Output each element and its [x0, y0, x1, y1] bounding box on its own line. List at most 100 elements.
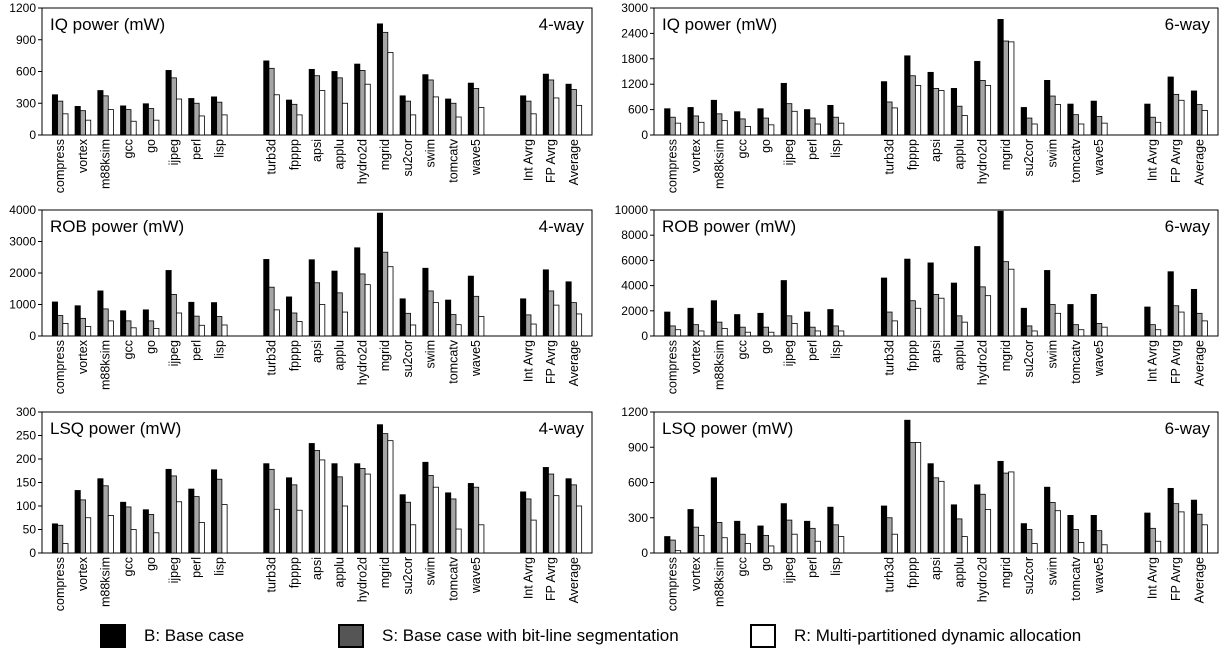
bar-b-ijpeg — [780, 280, 787, 337]
bar-r-m88ksim — [721, 328, 728, 337]
bar-b-swim — [422, 461, 429, 554]
x-tick-label: ijpeg — [167, 340, 181, 366]
bar-b-apsi — [308, 259, 315, 337]
y-tick-label: 600 — [16, 65, 36, 79]
y-tick-label: 300 — [16, 405, 36, 419]
chart-panel: 0 600 1200 1800 2400 3000 IQ power (mW) 6-way co… — [621, 1, 1219, 193]
x-tick-label: Average — [1192, 139, 1206, 185]
bar-s-m88ksim — [716, 113, 723, 136]
bar-b-applu — [950, 504, 958, 554]
bar-b-turb3d — [880, 277, 888, 337]
bar-r-vortex — [85, 119, 92, 136]
bar-r-gcc — [744, 331, 751, 337]
y-tick-label: 100 — [16, 499, 36, 513]
bar-s-hydro2d — [979, 286, 986, 337]
bar-s-fp-avrg — [548, 290, 555, 337]
x-tick-label: perl — [805, 139, 819, 160]
x-tick-label: go — [759, 557, 773, 571]
bar-b-average — [1190, 499, 1198, 554]
bar-s-compress — [57, 524, 64, 554]
bar-b-average — [1190, 288, 1198, 337]
bar-b-fpppp — [904, 419, 911, 554]
bar-r-m88ksim — [107, 515, 114, 554]
y-tick-label: 1200 — [621, 405, 648, 419]
bar-b-average — [1190, 90, 1198, 136]
x-tick-label: mgrid — [378, 557, 392, 588]
x-tick-label: compress — [666, 340, 680, 394]
bar-s-m88ksim — [716, 522, 723, 554]
bar-r-mgrid — [1008, 268, 1015, 337]
bar-s-go — [762, 117, 769, 136]
bar-r-turb3d — [891, 320, 898, 337]
bar-b-go — [142, 309, 149, 337]
bar-r-int-avrg — [1155, 329, 1162, 337]
y-tick-label: 6000 — [621, 253, 648, 267]
bar-s-int-avrg — [1149, 527, 1156, 554]
bar-s-hydro2d — [979, 79, 986, 136]
bar-b-m88ksim — [710, 99, 717, 136]
bar-s-int-avrg — [525, 100, 532, 136]
bar-b-su2cor — [399, 494, 406, 554]
bar-b-swim — [1044, 486, 1051, 554]
x-tick-label: swim — [424, 139, 438, 167]
bar-s-perl — [809, 117, 816, 136]
bar-b-perl — [188, 488, 195, 554]
bar-r-su2cor — [410, 324, 417, 337]
bar-r-tomcatv — [1078, 123, 1085, 136]
bar-b-vortex — [687, 107, 694, 136]
x-tick-label: lisp — [829, 340, 843, 359]
bar-r-su2cor — [1031, 330, 1038, 337]
bar-r-fp-avrg — [1178, 511, 1185, 554]
x-tick-label: fpppp — [287, 340, 301, 371]
bar-b-int-avrg — [1144, 103, 1151, 136]
x-tick-label: su2cor — [1022, 139, 1036, 177]
bar-s-su2cor — [1026, 117, 1033, 136]
bar-r-hydro2d — [984, 85, 992, 136]
chart-title: ROB power (mW) — [662, 217, 796, 236]
x-tick-label: perl — [190, 557, 204, 578]
bar-r-average — [1201, 524, 1208, 554]
bar-r-turb3d — [273, 309, 280, 337]
bar-s-fp-avrg — [1172, 503, 1180, 554]
x-tick-label: perl — [190, 340, 204, 361]
x-tick-label: Int Avrg — [1146, 557, 1160, 599]
bar-s-gcc — [739, 118, 746, 136]
bar-s-swim — [1049, 304, 1056, 337]
bar-s-int-avrg — [1149, 324, 1156, 337]
bar-r-swim — [432, 96, 439, 136]
bar-b-wave5 — [467, 483, 474, 554]
bar-s-apsi — [932, 88, 940, 136]
bar-r-tomcatv — [1078, 329, 1085, 337]
bar-r-apsi — [938, 90, 945, 136]
bar-r-fpppp — [914, 85, 922, 136]
bar-s-applu — [336, 292, 343, 337]
bar-r-compress — [62, 113, 69, 136]
x-tick-label: lisp — [212, 139, 226, 158]
x-tick-label: su2cor — [1022, 340, 1036, 378]
bar-r-vortex — [698, 121, 705, 136]
x-tick-label: ijpeg — [782, 557, 796, 583]
x-tick-label: fpppp — [906, 340, 920, 371]
chart-panel: 0 300 600 900 1200 IQ power (mW) 4-way compress… — [9, 1, 593, 193]
x-tick-label: hydro2d — [976, 139, 990, 184]
bar-r-lisp — [221, 324, 228, 337]
bar-s-compress — [669, 539, 676, 554]
bar-r-turb3d — [273, 94, 280, 136]
x-tick-label: mgrid — [999, 340, 1013, 371]
bar-s-turb3d — [268, 468, 275, 554]
bar-s-perl — [809, 326, 816, 337]
bar-r-hydro2d — [984, 509, 992, 554]
bar-b-lisp — [211, 96, 218, 136]
y-tick-label: 8000 — [621, 228, 648, 242]
bar-r-wave5 — [1101, 122, 1108, 136]
bar-r-average — [576, 505, 583, 554]
bar-s-average — [1196, 104, 1203, 136]
bar-r-go — [768, 331, 775, 337]
bar-s-su2cor — [404, 100, 411, 136]
x-tick-label: fpppp — [906, 557, 920, 588]
x-tick-label: wave5 — [1092, 557, 1106, 594]
bar-r-su2cor — [1031, 123, 1038, 136]
bar-b-wave5 — [1090, 294, 1097, 337]
bar-s-ijpeg — [786, 519, 793, 554]
bar-s-m88ksim — [716, 321, 723, 337]
